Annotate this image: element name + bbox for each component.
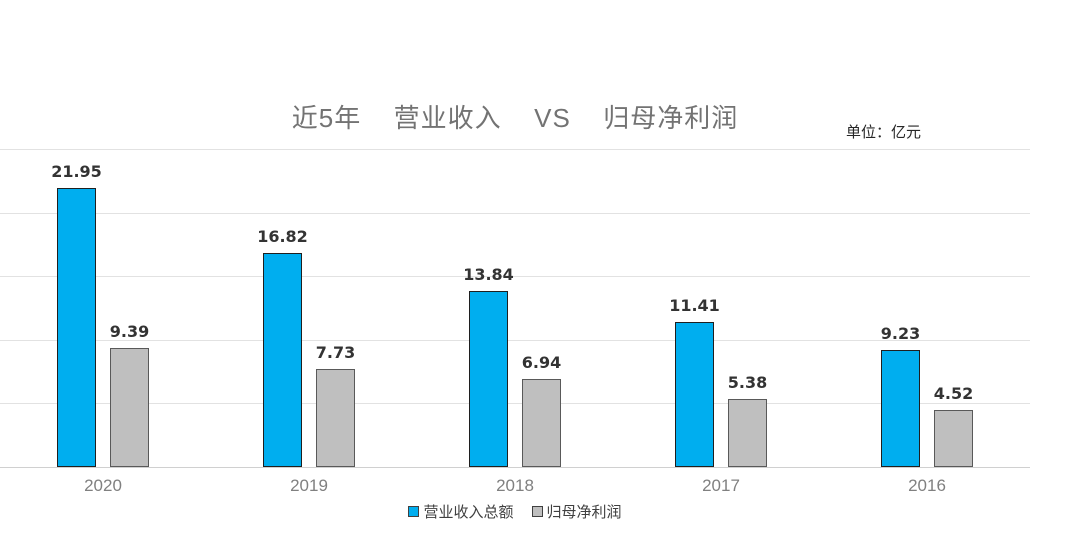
chart-title: 近5年 营业收入 VS 归母净利润 [291, 103, 739, 133]
bar-value-label: 21.95 [51, 161, 102, 181]
bar-value-label: 7.73 [315, 342, 356, 362]
legend-item-revenue: 营业收入总额 [408, 501, 514, 522]
bar-profit [316, 368, 355, 467]
legend-swatch-revenue-icon [408, 506, 420, 517]
gridline [0, 212, 1030, 214]
x-axis-label: 2018 [496, 476, 534, 495]
x-axis-label: 2016 [908, 476, 946, 495]
bar-value-label: 9.23 [880, 323, 921, 343]
bar-profit [110, 347, 149, 467]
x-axis-label: 2019 [290, 476, 328, 495]
bar-profit [522, 378, 561, 467]
gridline [0, 339, 1030, 341]
legend-label-profit: 归母净利润 [546, 504, 622, 521]
legend-swatch-profit-icon [531, 506, 543, 517]
bar-value-label: 9.39 [109, 321, 150, 341]
bar-value-label: 4.52 [933, 383, 974, 403]
gridline [0, 276, 1030, 278]
bar-revenue [675, 321, 714, 467]
legend: 营业收入总额 归母净利润 [0, 501, 1030, 522]
gridline [0, 403, 1030, 405]
bar-value-label: 11.41 [669, 295, 720, 315]
bar-profit [934, 409, 973, 467]
bar-revenue [469, 290, 508, 467]
bar-profit [728, 398, 767, 467]
legend-item-profit: 归母净利润 [531, 501, 622, 522]
bar-revenue [57, 187, 96, 467]
bar-revenue [263, 253, 302, 467]
bar-value-label: 5.38 [727, 372, 768, 392]
bar-revenue [881, 349, 920, 467]
bar-value-label: 6.94 [521, 352, 562, 372]
unit-label: 单位：亿元 [846, 124, 922, 141]
legend-label-revenue: 营业收入总额 [423, 504, 514, 521]
x-axis-line [0, 467, 1030, 468]
x-axis-label: 2017 [702, 476, 740, 495]
gridline [0, 149, 1030, 150]
x-axis-label: 2020 [84, 476, 122, 495]
bar-value-label: 13.84 [463, 264, 514, 284]
bar-value-label: 16.82 [257, 227, 308, 247]
